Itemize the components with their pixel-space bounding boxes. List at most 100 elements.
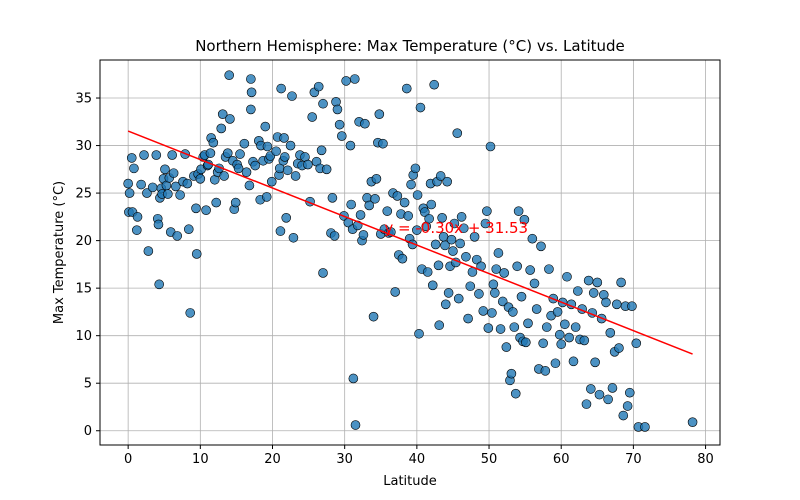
data-point	[512, 261, 522, 272]
data-point	[287, 91, 297, 101]
data-point	[183, 224, 194, 235]
x-tick-label: 10	[192, 452, 209, 467]
data-point	[449, 218, 460, 229]
data-point	[433, 260, 444, 271]
data-point	[480, 218, 491, 229]
data-point	[556, 339, 567, 350]
x-tick-label: 30	[336, 452, 353, 467]
data-point	[594, 389, 605, 400]
data-point	[261, 192, 272, 202]
data-point	[614, 343, 624, 353]
data-point	[607, 383, 618, 393]
data-point	[316, 145, 327, 156]
data-point	[487, 308, 497, 318]
data-point	[529, 278, 540, 289]
data-point	[601, 297, 611, 308]
x-tick-label: 80	[697, 452, 714, 467]
data-point	[211, 197, 222, 208]
data-point	[185, 308, 196, 318]
chart-title: Northern Hemisphere: Max Temperature (°C…	[195, 37, 625, 55]
data-point	[275, 226, 286, 236]
data-point	[536, 241, 546, 252]
data-point	[182, 178, 193, 189]
data-point	[233, 163, 244, 174]
data-point	[579, 335, 590, 346]
data-point	[508, 307, 518, 317]
data-point	[282, 165, 293, 176]
data-point	[562, 271, 572, 282]
data-point	[191, 203, 201, 214]
data-point	[414, 328, 424, 339]
data-point	[588, 288, 599, 298]
data-point	[205, 148, 216, 158]
data-points	[123, 70, 698, 432]
data-point	[463, 313, 473, 324]
x-tick-label: 50	[481, 452, 498, 467]
data-point	[442, 176, 452, 187]
data-point	[544, 264, 554, 274]
data-point	[485, 141, 496, 152]
data-point	[401, 83, 412, 94]
data-point	[132, 225, 142, 235]
data-point	[285, 140, 296, 151]
data-point	[426, 199, 437, 210]
data-point	[550, 358, 561, 369]
data-point	[260, 121, 271, 132]
data-point	[493, 248, 504, 258]
data-point	[455, 238, 465, 249]
data-point	[412, 225, 422, 235]
data-point	[382, 206, 393, 216]
data-point	[453, 293, 464, 304]
data-point	[474, 289, 484, 299]
data-point	[397, 253, 408, 264]
y-tick-label: 5	[84, 377, 92, 392]
y-tick-label: 35	[75, 92, 92, 107]
data-point	[573, 286, 583, 296]
data-point	[469, 232, 480, 242]
data-point	[327, 193, 338, 203]
data-point	[456, 212, 467, 222]
data-point	[527, 233, 538, 244]
x-tick-label: 40	[409, 452, 426, 467]
data-point	[552, 307, 563, 317]
data-point	[501, 342, 512, 352]
data-point	[513, 206, 524, 216]
data-point	[250, 160, 260, 171]
data-point	[419, 207, 430, 217]
data-point	[509, 322, 520, 332]
data-point	[465, 281, 476, 292]
data-point	[219, 171, 229, 181]
data-point	[458, 223, 469, 234]
data-point	[368, 311, 379, 322]
data-point	[592, 277, 603, 288]
data-point	[378, 138, 388, 149]
data-point	[374, 109, 385, 119]
data-point	[244, 180, 255, 191]
data-point	[167, 150, 177, 160]
data-point	[640, 422, 650, 432]
data-point	[348, 373, 359, 384]
data-point	[440, 299, 451, 310]
data-point	[290, 171, 301, 181]
data-point	[360, 118, 370, 129]
data-point	[399, 197, 410, 208]
data-point	[139, 150, 149, 160]
data-point	[490, 288, 500, 298]
data-point	[163, 189, 173, 199]
data-point	[568, 356, 579, 367]
data-point	[523, 318, 533, 329]
data-point	[279, 152, 290, 162]
data-point	[329, 231, 340, 241]
data-point	[429, 79, 439, 90]
data-point	[540, 366, 551, 376]
data-point	[687, 417, 698, 427]
data-point	[151, 150, 162, 160]
data-point	[224, 70, 234, 81]
data-point	[318, 98, 328, 109]
data-point	[531, 304, 542, 314]
data-point	[142, 188, 152, 198]
data-point	[471, 254, 482, 265]
data-point	[415, 102, 426, 113]
data-point	[478, 306, 489, 316]
